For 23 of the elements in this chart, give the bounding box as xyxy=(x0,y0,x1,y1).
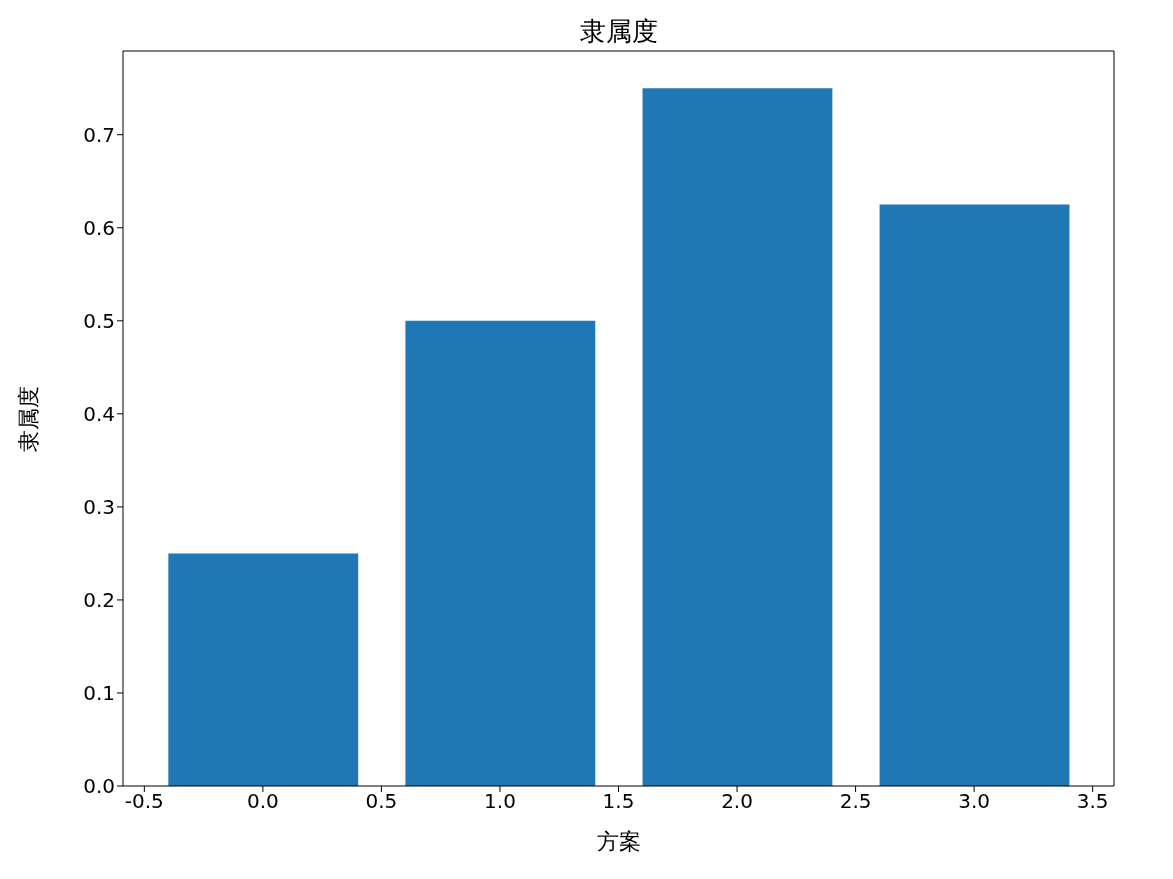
y-tick-label: 0.2 xyxy=(83,588,115,613)
bar xyxy=(642,88,833,786)
y-axis-title: 隶属度 xyxy=(15,385,41,452)
bar xyxy=(405,320,596,786)
y-tick-label: 0.4 xyxy=(83,401,115,426)
x-tick-label: -0.5 xyxy=(124,789,164,814)
x-tick-label: 3.5 xyxy=(1076,789,1109,814)
x-tick-label: 0.5 xyxy=(365,789,398,814)
y-tick-label: 0.5 xyxy=(83,308,115,333)
x-tick-label: 2.0 xyxy=(721,789,753,814)
x-tick-label: 0.0 xyxy=(246,789,279,814)
y-tick-label: 0.7 xyxy=(83,122,115,147)
bar xyxy=(168,553,359,786)
y-tick-label: 0.3 xyxy=(83,494,115,519)
x-tick-label: 1.5 xyxy=(602,789,635,814)
bar xyxy=(879,204,1070,786)
y-tick-label: 0.1 xyxy=(83,681,115,706)
x-axis-title: 方案 xyxy=(596,829,641,854)
x-tick-label: 2.5 xyxy=(839,789,872,814)
chart-title: 隶属度 xyxy=(579,15,659,48)
x-tick-label: 1.0 xyxy=(484,789,516,814)
x-tick-label: 3.0 xyxy=(958,789,991,814)
y-tick-label: 0.6 xyxy=(83,215,115,240)
